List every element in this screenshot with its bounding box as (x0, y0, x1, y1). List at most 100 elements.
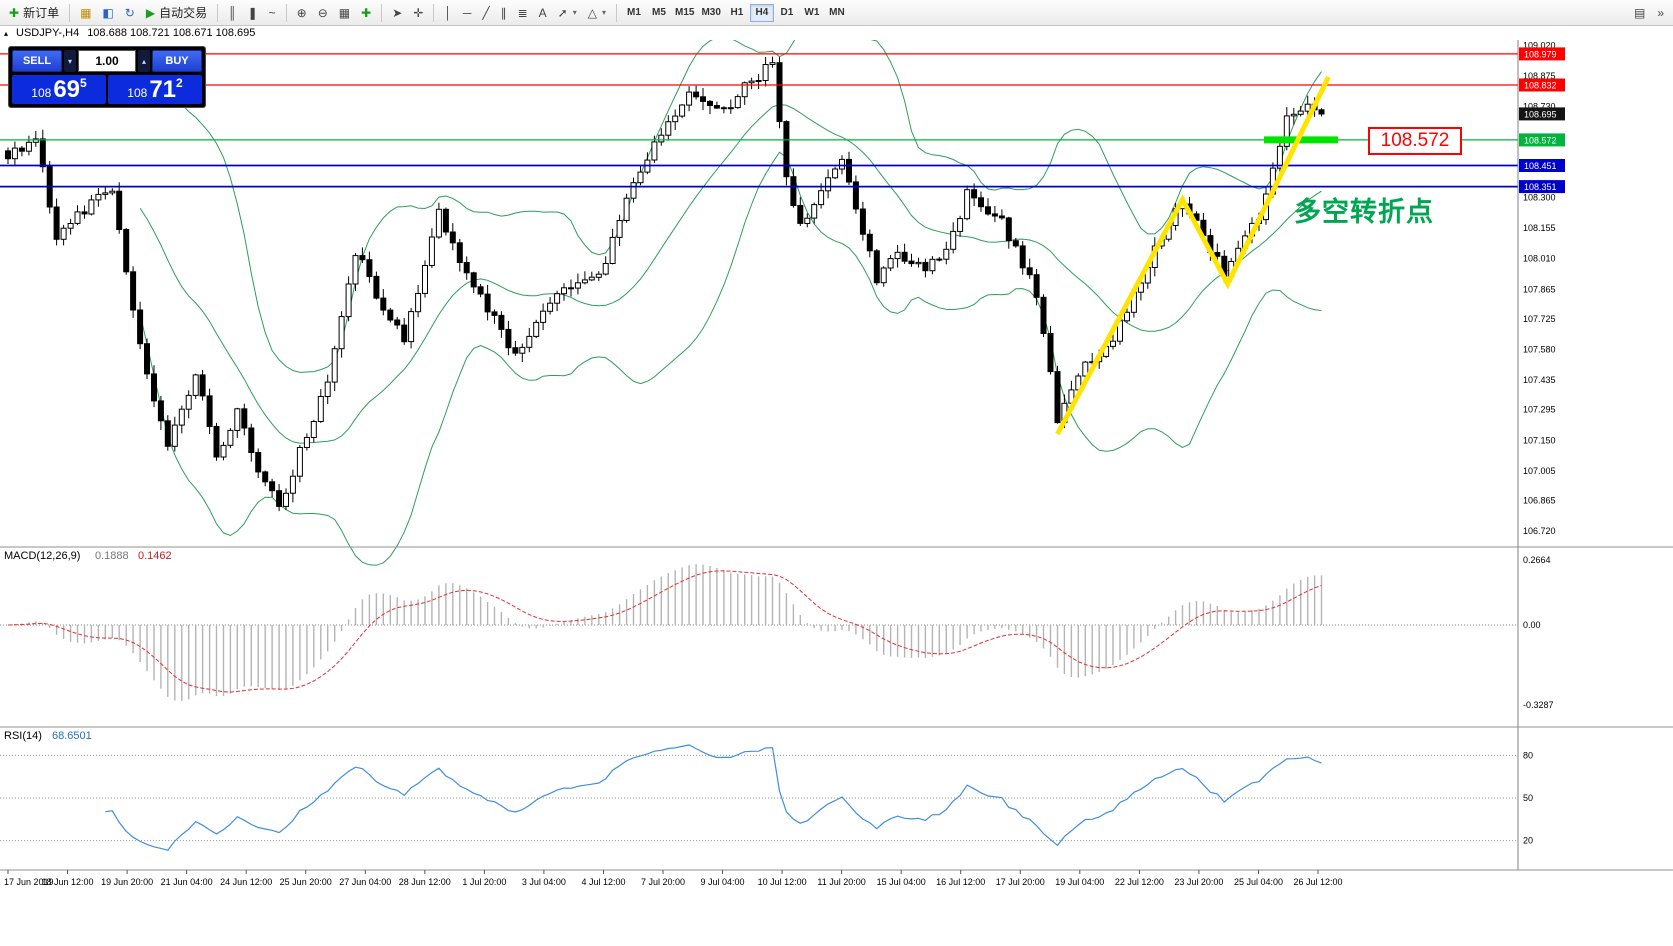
indicators-tool-button[interactable]: ✚ (356, 3, 376, 23)
candlestick-series (5, 56, 1325, 512)
bar-chart-tool-button[interactable]: ║ (223, 3, 242, 23)
macd-axis-label: -0.3287 (1523, 700, 1554, 710)
candle-body (1297, 110, 1304, 115)
price-level-annotation[interactable]: 108.572 (1368, 127, 1462, 155)
arrows-tool-button[interactable]: ➚ ▾ (553, 3, 582, 23)
candle-body (415, 293, 422, 313)
autotrading-icon: ▶ (145, 5, 156, 20)
time-label: 9 Jul 04:00 (700, 877, 744, 887)
refresh-tool-button[interactable]: ↻ (120, 3, 140, 23)
candle-body (283, 492, 289, 507)
candle-body (707, 100, 713, 107)
price-tick-label: 107.580 (1523, 345, 1556, 355)
zoom-in-tool-button[interactable]: ⊕ (292, 3, 312, 23)
candle-body (519, 346, 526, 354)
vertical-line-icon: │ (444, 5, 452, 20)
time-label: 22 Jul 12:00 (1115, 877, 1164, 887)
toolbar-separator (285, 3, 287, 22)
price-tick-label: 106.720 (1523, 526, 1556, 536)
candle-body (1137, 282, 1144, 293)
ask-price-display[interactable]: 108 71 2 (108, 75, 202, 104)
timeframe-m1-button[interactable]: M1 (627, 7, 641, 18)
candle-body (185, 394, 192, 410)
shapes-caret-icon[interactable]: ▾ (601, 8, 606, 17)
data-window-tool-button[interactable]: ◧ (97, 3, 118, 23)
one-click-trading-panel: SELL ▾ ▴ BUY 108 69 5 108 71 2 (8, 46, 206, 108)
fibonacci-tool-button[interactable]: ≣ (513, 3, 533, 23)
time-label: 24 Jun 12:00 (220, 877, 272, 887)
text-tool-button[interactable]: A (534, 3, 552, 23)
timeframe-d1-button[interactable]: D1 (780, 7, 794, 18)
candle-body (825, 177, 832, 192)
candle-body (630, 182, 637, 199)
candle-body (477, 286, 484, 295)
candle-body (790, 176, 797, 206)
candle-body (595, 273, 602, 278)
timeframe-w1-button[interactable]: W1 (804, 7, 820, 18)
pivot-point-annotation[interactable]: 多空转折点 (1294, 197, 1434, 227)
timeframe-mn-button[interactable]: MN (829, 7, 845, 18)
toolbar-overflow-icon[interactable]: » (1657, 5, 1664, 20)
timeframe-m15-button[interactable]: M15 (674, 7, 695, 18)
indicators-icon: ✚ (361, 5, 372, 20)
time-label: 26 Jul 12:00 (1293, 877, 1342, 887)
sell-button[interactable]: SELL (12, 50, 62, 72)
zoom-out-tool-button[interactable]: ⊖ (313, 3, 333, 23)
timeframe-m5-button[interactable]: M5 (652, 7, 666, 18)
time-label: 17 Jul 20:00 (996, 877, 1045, 887)
candle-body (658, 134, 665, 143)
candle-body (602, 263, 609, 275)
candle-body (18, 147, 25, 152)
horizontal-line-tool-button[interactable]: ─ (458, 3, 477, 23)
candlestick-chart-tool-button[interactable]: ❚ (243, 3, 263, 23)
volume-decrease-caret-icon[interactable]: ▾ (64, 50, 76, 72)
trend-zigzag-line[interactable] (1055, 75, 1331, 436)
bollinger-bands (139, 40, 1322, 566)
candle-body (95, 193, 102, 201)
candle-body (1040, 296, 1047, 334)
candle-body (144, 343, 150, 375)
zoom-out-icon: ⊖ (317, 5, 328, 20)
chart-list-icon[interactable]: ▤ (1633, 5, 1646, 20)
candle-body (1082, 361, 1089, 377)
timeframe-m30-button[interactable]: M30 (701, 7, 721, 18)
cursor-tool-button[interactable]: ➤ (387, 3, 407, 23)
rsi-label: RSI(14) (4, 730, 42, 742)
equidistant-channel-tool-button[interactable]: ∥ (496, 3, 512, 23)
crosshair-tool-button[interactable]: ✛ (408, 3, 428, 23)
new-order-label: 新订单 (23, 6, 60, 20)
candle-body (220, 444, 227, 458)
vertical-line-tool-button[interactable]: │ (439, 3, 457, 23)
candle-body (345, 283, 352, 318)
time-label: 25 Jul 04:00 (1234, 877, 1283, 887)
price-tick-label: 107.295 (1523, 405, 1556, 415)
arrows-caret-icon[interactable]: ▾ (572, 8, 577, 17)
market-watch-tool-button[interactable]: ▦ (75, 3, 96, 23)
shapes-tool-button[interactable]: △ ▾ (583, 3, 611, 23)
horizontal-line-icon: ─ (462, 5, 472, 20)
autotrading-button[interactable]: ▶ 自动交易 (141, 3, 212, 23)
candle-body (554, 293, 561, 304)
grid-tool-button[interactable]: ▦ (334, 3, 355, 23)
data-window-icon: ◧ (102, 5, 114, 20)
candle-body (484, 293, 491, 313)
candle-body (672, 115, 679, 123)
trendline-tool-button[interactable]: ╱ (477, 3, 494, 23)
fibonacci-icon: ≣ (517, 5, 528, 20)
new-order-button[interactable]: ✚ 新订单 (4, 3, 64, 23)
candle-body (32, 138, 39, 143)
candle-body (943, 248, 950, 260)
bid-price-display[interactable]: 108 69 5 (12, 75, 106, 104)
candle-body (67, 223, 74, 229)
volume-input[interactable] (78, 50, 136, 72)
timeframe-h1-button[interactable]: H1 (730, 7, 744, 18)
chart-title-bar: ▴ USDJPY-,H4 108.688 108.721 108.671 108… (0, 26, 1673, 40)
chart-canvas[interactable]: 109.020108.875108.730108.585108.440108.3… (0, 40, 1673, 890)
price-tick-label: 108.155 (1523, 223, 1556, 233)
candle-body (1026, 267, 1033, 276)
candle-body (227, 429, 234, 446)
volume-increase-caret-icon[interactable]: ▴ (138, 50, 150, 72)
line-chart-tool-button[interactable]: ~ (264, 3, 281, 23)
timeframe-h4-button[interactable]: H4 (749, 3, 774, 22)
buy-button[interactable]: BUY (152, 50, 202, 72)
